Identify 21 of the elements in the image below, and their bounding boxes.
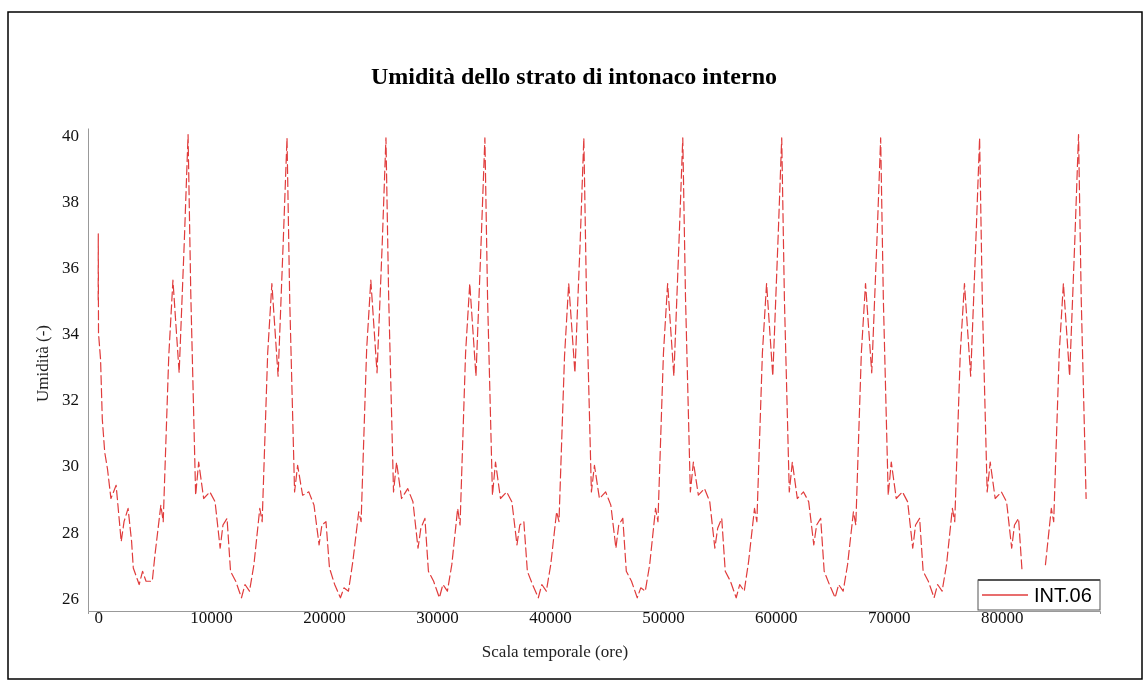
- x-tick-label: 80000: [980, 608, 1024, 627]
- x-tick-label: 50000: [642, 608, 685, 627]
- x-axis-title: Scala temporale (ore): [481, 642, 629, 661]
- legend-label: INT.06: [1034, 584, 1092, 606]
- x-tick-label: 10000: [190, 608, 233, 627]
- y-tick-label: 36: [62, 257, 79, 277]
- x-tick-label: 30000: [416, 608, 459, 627]
- y-tick-label: 28: [62, 522, 79, 542]
- y-tick-label: 32: [62, 390, 79, 410]
- y-tick-label: 38: [62, 191, 79, 211]
- y-tick-label: 34: [62, 324, 80, 344]
- x-tick-label: 40000: [529, 608, 572, 627]
- y-tick-label: 40: [62, 125, 79, 145]
- y-axis-title: Umidità (-): [33, 325, 52, 402]
- x-tick-label: 20000: [303, 608, 346, 627]
- x-tick-label: 70000: [868, 608, 911, 627]
- y-tick-label: 30: [62, 456, 79, 476]
- chart-title: Umidità dello strato di intonaco interno: [371, 63, 777, 89]
- x-tick-label: 0: [94, 608, 103, 627]
- x-tick-label: 60000: [755, 608, 798, 627]
- y-tick-label: 26: [62, 588, 79, 608]
